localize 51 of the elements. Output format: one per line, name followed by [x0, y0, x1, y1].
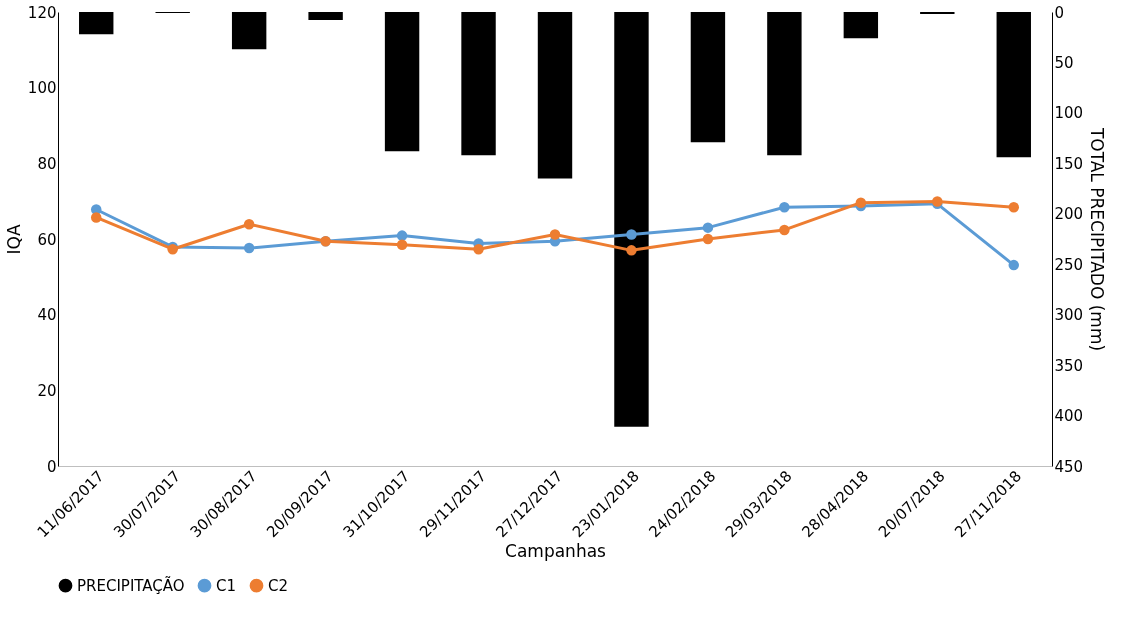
y2-tick-label: 50 [1054, 53, 1074, 72]
y-axis-title: IQA [3, 224, 24, 255]
y2-tick-label: 150 [1054, 154, 1084, 173]
y2-tick-label: 300 [1054, 306, 1084, 325]
bar [996, 12, 1031, 158]
y2-tick-label: 400 [1054, 407, 1084, 426]
legend-label: PRECIPITAÇÃO [77, 575, 185, 595]
y2-tick-label: 200 [1054, 205, 1084, 224]
bar [920, 12, 955, 15]
bar [843, 12, 879, 39]
legend-label: C1 [216, 576, 237, 595]
point [626, 245, 637, 256]
y2-tick-label: 450 [1054, 457, 1084, 476]
point [855, 197, 867, 208]
point [396, 230, 408, 241]
bar [537, 12, 573, 179]
legend-label: C2 [268, 576, 289, 595]
point [549, 229, 561, 240]
bar [231, 12, 267, 50]
y-tick-label: 20 [37, 381, 57, 400]
point [243, 219, 255, 230]
point [473, 243, 484, 255]
point [1008, 201, 1020, 213]
point [702, 233, 714, 245]
y-tick-label: 80 [37, 154, 57, 173]
y2-axis-title: TOTAL PRECIPITADO (mm) [1087, 126, 1108, 352]
y-tick-label: 40 [37, 306, 57, 325]
point [702, 222, 714, 233]
bar [614, 12, 649, 427]
y-tick-label: 60 [37, 230, 57, 249]
point [396, 239, 408, 250]
bar [79, 12, 114, 35]
y2-tick-label: 350 [1054, 356, 1084, 375]
y-tick-label: 120 [27, 3, 57, 22]
point [90, 212, 102, 223]
bar [461, 12, 496, 156]
point [1008, 259, 1020, 271]
bar [767, 12, 802, 156]
y-tick-label: 0 [46, 457, 57, 476]
point [626, 229, 637, 240]
x-axis-title: Campanhas [505, 541, 607, 562]
y-tick-label: 100 [27, 79, 57, 98]
point [779, 201, 790, 213]
y2-tick-label: 250 [1054, 255, 1084, 274]
bar [308, 12, 343, 21]
bar [384, 12, 420, 152]
y2-tick-label: 100 [1054, 104, 1084, 123]
point [243, 242, 255, 254]
bar [690, 12, 726, 143]
y2-tick-label: 0 [1054, 3, 1065, 22]
point [779, 224, 790, 236]
